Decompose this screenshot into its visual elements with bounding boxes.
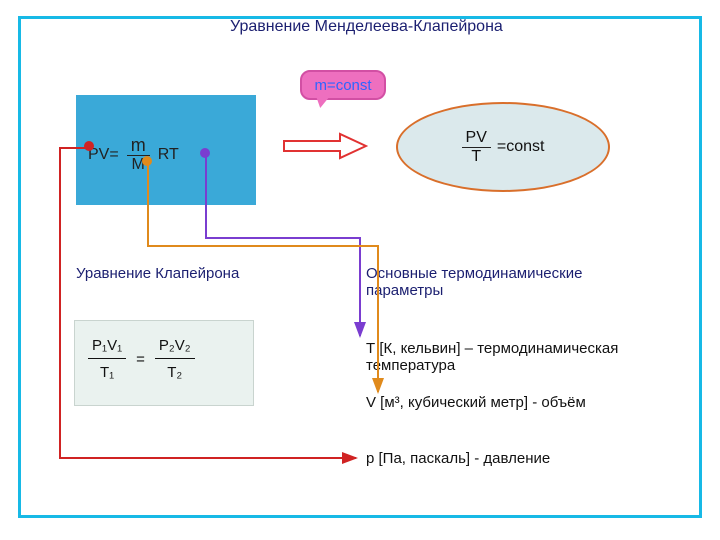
- clap-right-frac: P₂V₂ T₂: [155, 336, 195, 382]
- param-pressure: р [Па, паскаль] - давление: [366, 450, 666, 467]
- m-const-callout: m=const: [300, 70, 386, 100]
- marker-dot-v: [142, 156, 152, 166]
- eq-frac-num: m: [127, 136, 150, 156]
- clapeyron-const-ellipse: PV T =const: [396, 102, 610, 192]
- clapeyron-label: Уравнение Клапейрона: [76, 265, 239, 282]
- param-temperature: Т [К, кельвин] – термодинамическая темпе…: [366, 340, 666, 374]
- clapeyron-equation: P₁V₁ T₁ = P₂V₂ T₂: [88, 336, 195, 382]
- marker-dot-p: [84, 141, 94, 151]
- arrow-right-icon: [282, 132, 368, 160]
- ellipse-frac-den: T: [471, 148, 481, 165]
- marker-dot-t: [200, 148, 210, 158]
- params-title: Основные термодинамические параметры: [366, 265, 646, 299]
- clap-right-den: T₂: [167, 359, 182, 383]
- ellipse-fraction: PV T: [462, 130, 491, 165]
- clap-left-frac: P₁V₁ T₁: [88, 336, 126, 382]
- slide-title: Уравнение Менделеева-Клапейрона: [230, 18, 503, 36]
- clap-eq-sign: =: [136, 351, 145, 368]
- clap-right-num: P₂V₂: [155, 336, 195, 359]
- clap-left-num: P₁V₁: [88, 336, 126, 359]
- ellipse-rhs: =const: [497, 138, 545, 156]
- clap-left-den: T₁: [100, 359, 114, 383]
- param-volume: V [м³, кубический метр] - объём: [366, 394, 666, 411]
- mendeleev-equation: PV= m M RT: [88, 136, 179, 173]
- slide-root: Уравнение Менделеева-Клапейрона PV= m M …: [0, 0, 720, 540]
- eq-rhs: RT: [158, 146, 179, 164]
- ellipse-frac-num: PV: [462, 130, 491, 148]
- eq-fraction: m M: [127, 136, 150, 173]
- m-const-label: m=const: [314, 77, 371, 94]
